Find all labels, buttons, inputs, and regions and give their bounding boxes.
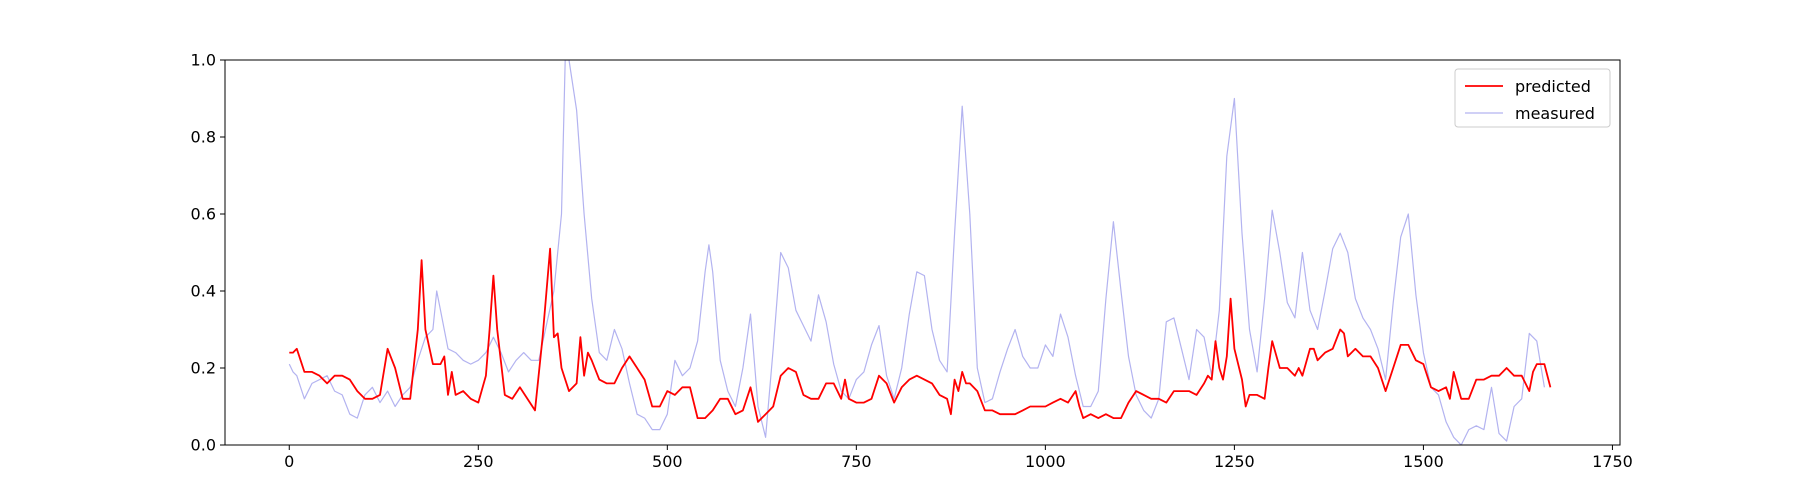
plot-area [225, 60, 1620, 445]
series-line-predicted [289, 247, 1552, 423]
y-tick-label: 0.4 [191, 282, 216, 301]
y-tick-label: 0.2 [191, 359, 216, 378]
x-tick-label: 1500 [1403, 452, 1444, 471]
axes-layer: 0 250 500 750 1000 1250 1500 1750 0.0 0.2 0.4 0.6 0.… [191, 51, 1633, 472]
x-tick-label: 1250 [1214, 452, 1255, 471]
y-tick-label: 0.0 [191, 436, 216, 455]
plot-background [225, 60, 1620, 445]
y-tick-label: 0.8 [191, 128, 216, 147]
x-tick-label: 0 [284, 452, 294, 471]
legend: predicted measured [1454, 68, 1611, 128]
legend-label-measured: measured [1515, 104, 1595, 123]
x-tick-label: 750 [841, 452, 872, 471]
y-tick-label: 1.0 [191, 51, 216, 70]
y-tick-label: 0.6 [191, 205, 216, 224]
x-tick-label: 1000 [1025, 452, 1066, 471]
axes-frame [224, 59, 1621, 446]
series-layer [288, 60, 1552, 445]
x-tick-label: 1750 [1592, 452, 1633, 471]
x-tick-label: 250 [463, 452, 494, 471]
x-tick-label: 500 [652, 452, 683, 471]
legend-label-predicted: predicted [1515, 77, 1591, 96]
